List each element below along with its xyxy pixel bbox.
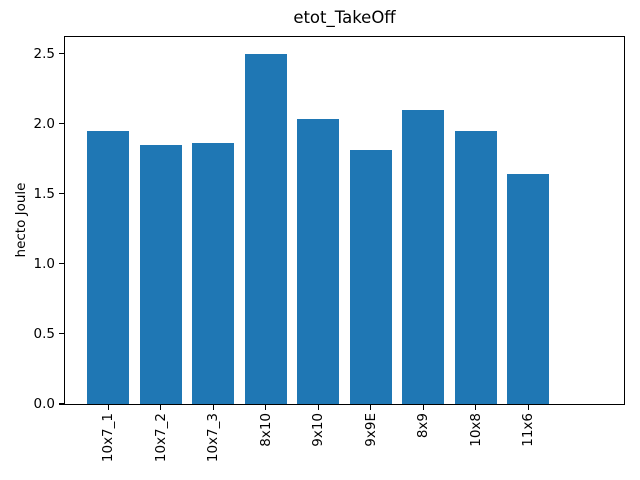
- x-tick-mark: [160, 405, 162, 410]
- y-tick-mark: [59, 193, 64, 195]
- bar-8x9: [402, 109, 445, 404]
- x-tick-mark: [422, 405, 424, 410]
- bar-9x10: [297, 119, 340, 404]
- bar-10x8: [454, 130, 497, 404]
- x-tick-label-9x9E: 9x9E: [362, 413, 379, 447]
- bar-8x10: [244, 53, 287, 404]
- x-tick-label-10x7_1: 10x7_1: [100, 413, 117, 463]
- bar-11x6: [507, 174, 550, 404]
- x-tick-label-11x6: 11x6: [520, 413, 537, 447]
- x-tick-mark: [107, 405, 109, 410]
- x-tick-label-10x7_2: 10x7_2: [152, 413, 169, 463]
- x-tick-label-10x8: 10x8: [467, 413, 484, 447]
- x-tick-label-8x10: 8x10: [257, 413, 274, 447]
- x-tick-mark: [527, 405, 529, 410]
- y-tick-label: 0.0: [33, 396, 55, 412]
- y-tick-mark: [59, 52, 64, 55]
- x-tick-label-8x9: 8x9: [415, 413, 432, 439]
- bar-10x7_3: [192, 143, 235, 404]
- bar-9x9E: [349, 150, 392, 404]
- x-tick-mark: [475, 405, 477, 410]
- bar-10x7_2: [139, 144, 182, 404]
- y-tick-label: 2.5: [33, 45, 55, 62]
- chart-title: etot_TakeOff: [293, 8, 396, 27]
- bar-10x7_1: [87, 130, 130, 404]
- y-tick-mark: [59, 123, 64, 125]
- y-tick-label: 0.5: [33, 325, 55, 342]
- y-tick-mark: [59, 263, 64, 265]
- x-tick-mark: [265, 405, 267, 410]
- x-tick-mark: [370, 405, 372, 410]
- x-tick-mark: [317, 405, 319, 410]
- x-tick-label-10x7_3: 10x7_3: [205, 413, 222, 463]
- y-tick-label: 2.0: [33, 115, 55, 132]
- y-tick-label: 1.0: [33, 255, 55, 272]
- x-tick-mark: [212, 405, 214, 410]
- y-tick-mark: [59, 403, 64, 405]
- x-tick-label-9x10: 9x10: [310, 413, 327, 447]
- y-tick-label: 1.5: [33, 185, 55, 202]
- y-tick-mark: [59, 333, 64, 335]
